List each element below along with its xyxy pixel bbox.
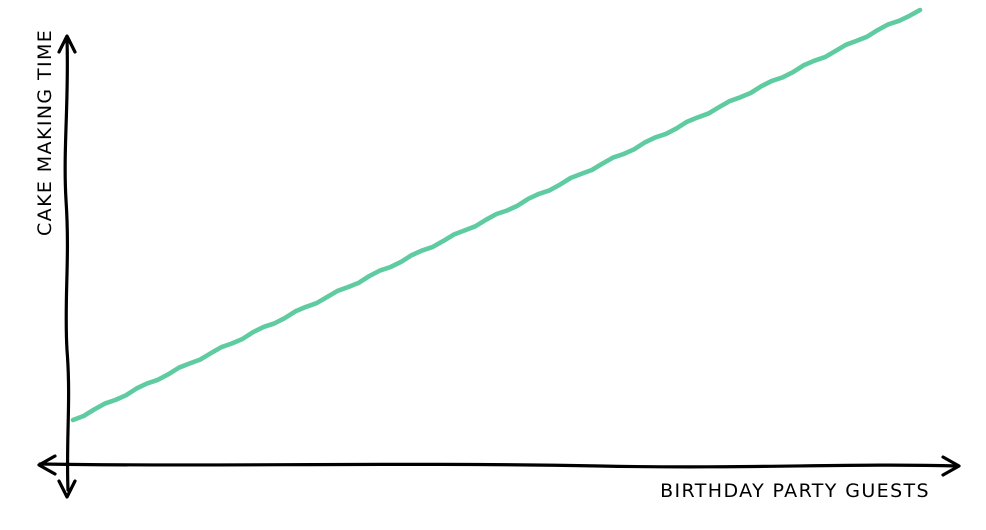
axes <box>37 34 961 499</box>
y-axis-arrow-up-icon <box>57 34 77 54</box>
y-axis-line <box>63 38 71 492</box>
x-axis-line <box>38 462 960 469</box>
y-axis-label: CAKE MAKING TIME <box>34 29 56 236</box>
y-axis-arrow-down-icon <box>57 479 77 499</box>
x-axis-arrow-left-icon <box>37 454 57 476</box>
series-line-0 <box>70 7 923 423</box>
series-layer <box>70 7 923 423</box>
x-axis-arrow-right-icon <box>941 455 961 477</box>
x-axis-label: BIRTHDAY PARTY GUESTS <box>660 480 930 502</box>
